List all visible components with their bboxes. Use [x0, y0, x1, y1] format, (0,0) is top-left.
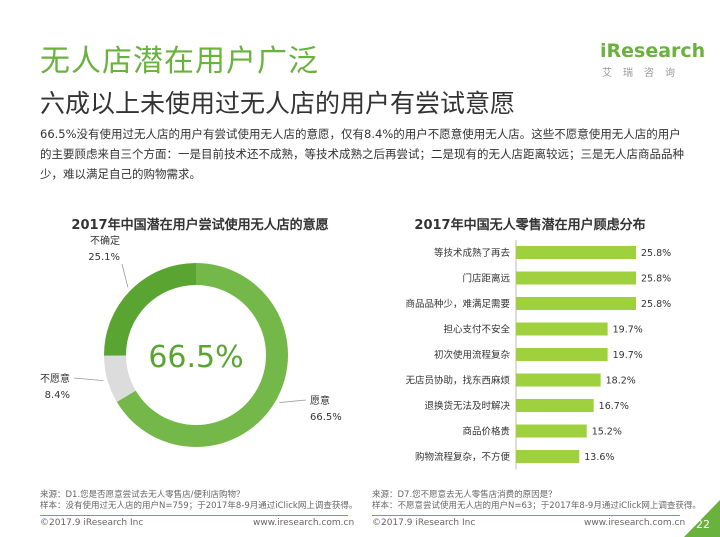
left-source-note: 来源：D1.您是否愿意尝试去无人零售店/便利店购物？ 样本：没有使用过无人店的用…	[40, 490, 370, 512]
bar	[516, 399, 594, 412]
donut-slice-label: 不确定	[90, 234, 120, 247]
right-url: www.iresearch.com.cn	[584, 518, 686, 528]
donut-chart-title: 2017年中国潜在用户尝试使用无人店的意愿	[71, 218, 329, 233]
logo-text: iResearch	[600, 40, 706, 62]
bar-value-label: 25.8%	[641, 248, 671, 259]
donut-leader-line	[279, 399, 307, 403]
donut-slice-label: 愿意	[310, 394, 330, 407]
bar-chart: 等技术成熟了再去 25.8% 门店距离远 25.8% 商品品种少，难满足需要 25.8% 担…	[405, 240, 671, 470]
bar-chart-title: 2017年中国无人零售潜在用户顾虑分布	[414, 218, 646, 233]
bar-value-label: 13.6%	[584, 452, 614, 463]
bar-category-label: 商品价格贵	[462, 426, 510, 438]
donut-slice-value: 25.1%	[88, 252, 120, 263]
left-copyright: ©2017.9 iResearch Inc	[40, 518, 144, 528]
right-source-line-2: 样本：不愿意尝试使用无人店的用户N=63；于2017年8-9月通过iClick网…	[372, 501, 701, 511]
right-copyright: ©2017.9 iResearch Inc	[372, 518, 476, 528]
bar	[516, 271, 636, 285]
left-source-line-2: 样本：没有使用过无人店的用户N=759；于2017年8-9月通过iClick网上…	[40, 501, 358, 511]
bar-category-label: 门店距离远	[462, 273, 510, 285]
page-title: 无人店潜在用户广泛	[40, 44, 319, 79]
bar-value-label: 19.7%	[613, 325, 643, 336]
bar	[516, 424, 587, 438]
bar	[516, 322, 608, 336]
donut-leader-line	[73, 377, 104, 382]
bar	[516, 246, 636, 259]
right-source-note: 来源：D7.您不愿意去无人零售店消费的原因是？ 样本：不愿意尝试使用无人店的用户…	[372, 490, 702, 512]
bar-category-label: 无店员协助，找东西麻烦	[405, 375, 510, 387]
donut-leader-line	[121, 263, 129, 288]
left-footer-divider	[40, 515, 348, 516]
donut-slice-value: 66.5%	[310, 412, 342, 423]
bar	[516, 348, 608, 361]
bar-category-label: 等技术成熟了再去	[434, 247, 511, 259]
intro-paragraph: 66.5%没有使用过无人店的用户有尝试使用无人店的意愿，仅有8.4%的用户不愿意…	[40, 127, 684, 181]
bar-value-label: 25.8%	[641, 299, 671, 310]
logo-subtext: 艾瑞咨询	[602, 68, 686, 79]
page-number: 22	[696, 518, 710, 531]
bar	[516, 297, 636, 310]
bar	[516, 450, 580, 463]
page-subtitle: 六成以上未使用过无人店的用户有尝试意愿	[40, 89, 516, 118]
right-footer-divider	[372, 515, 680, 516]
bar-category-label: 担心支付不安全	[443, 324, 510, 336]
donut-slice	[104, 263, 196, 356]
bar-category-label: 商品品种少，难满足需要	[405, 298, 510, 310]
left-source-line-1: 来源：D1.您是否愿意尝试去无人零售店/便利店购物？	[40, 490, 245, 500]
donut-slice-value: 8.4%	[45, 390, 70, 401]
left-url: www.iresearch.com.cn	[253, 518, 355, 528]
bar-category-label: 购物流程复杂，不方便	[415, 451, 511, 463]
bar-value-label: 15.2%	[592, 427, 622, 438]
donut-chart: 66.5% 愿意 66.5% 不愿意 8.4% 不确定 25.1%	[40, 234, 342, 447]
donut-slice-label: 不愿意	[40, 372, 70, 385]
bar-value-label: 19.7%	[613, 350, 643, 361]
bar	[516, 373, 601, 387]
right-source-line-1: 来源：D7.您不愿意去无人零售店消费的原因是？	[372, 490, 557, 500]
donut-slice	[104, 355, 136, 402]
bar-category-label: 退换货无法及时解决	[424, 400, 510, 412]
bar-category-label: 初次使用流程复杂	[434, 349, 511, 361]
iresearch-logo: iResearch 艾瑞咨询	[600, 40, 705, 84]
bar-value-label: 18.2%	[606, 376, 636, 387]
bar-value-label: 25.8%	[641, 274, 671, 285]
bar-value-label: 16.7%	[599, 401, 629, 412]
donut-center-label: 66.5%	[148, 340, 243, 375]
